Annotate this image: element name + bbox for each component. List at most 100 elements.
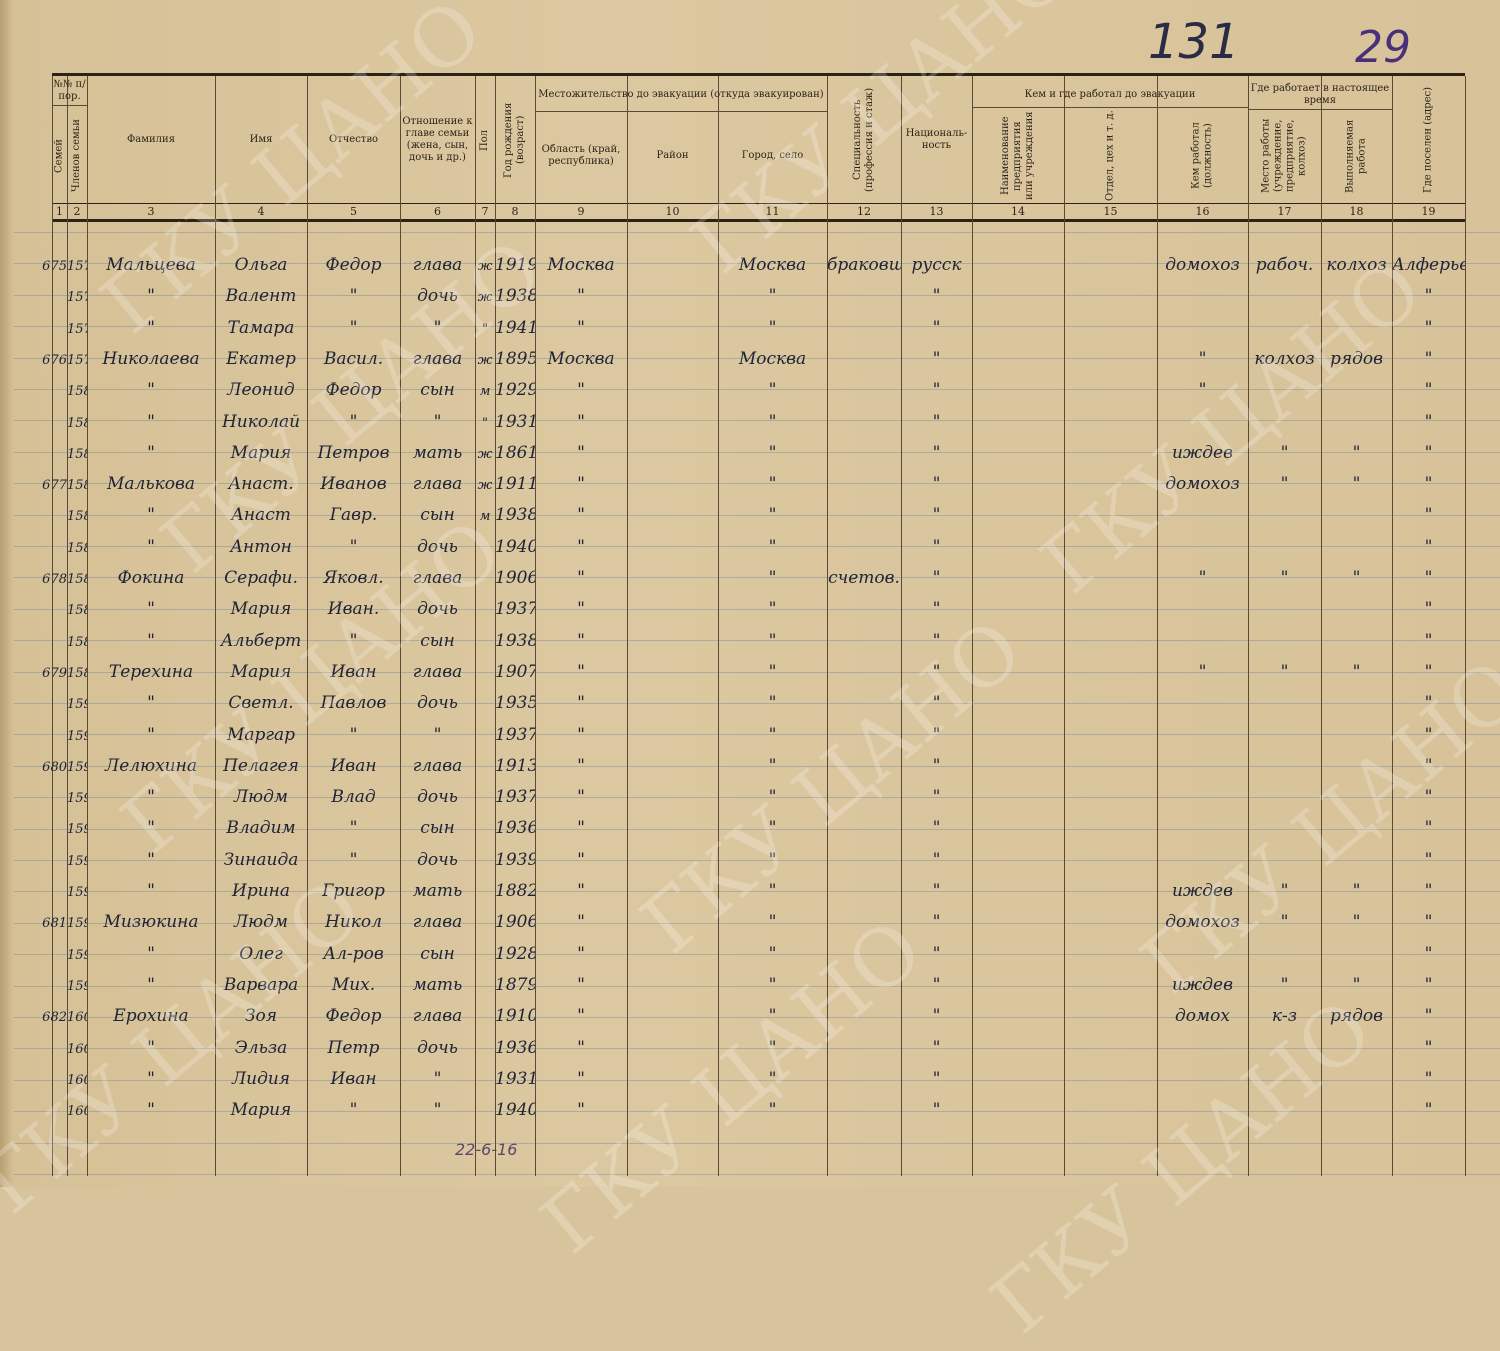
- handwritten-cell: ": [1352, 568, 1361, 588]
- handwritten-cell: 1910: [495, 1006, 535, 1027]
- ruled-line: [14, 263, 1500, 265]
- handwritten-cell: 1603: [67, 1104, 87, 1120]
- handwritten-cell: браковщ.: [827, 255, 901, 275]
- handwritten-cell: ": [577, 474, 585, 495]
- handwritten-cell: счетов.: [828, 568, 900, 588]
- handwritten-cell: ": [147, 693, 155, 714]
- handwritten-cell: ": [482, 415, 488, 431]
- column-line: [1465, 76, 1466, 1176]
- handwritten-cell: ": [1280, 661, 1289, 682]
- handwritten-cell: 680: [42, 759, 67, 775]
- handwritten-cell: ": [577, 787, 585, 808]
- handwritten-cell: 1931: [495, 411, 535, 432]
- handwritten-cell: ": [577, 693, 585, 714]
- handwritten-cell: ": [1352, 912, 1361, 933]
- handwritten-cell: иждев: [1171, 974, 1233, 995]
- handwritten-cell: ": [768, 474, 777, 495]
- handwritten-cell: Мария: [230, 1100, 292, 1121]
- handwritten-cell: 1592: [67, 759, 87, 775]
- handwritten-cell: ": [1424, 661, 1433, 682]
- handwritten-cell: ": [768, 1100, 777, 1121]
- ruled-line: [14, 703, 1500, 704]
- handwritten-cell: ": [768, 1068, 777, 1089]
- bottom-note: 22-6-16: [455, 1140, 518, 1159]
- handwritten-cell: ": [768, 755, 777, 776]
- handwritten-cell: 1906: [495, 912, 535, 933]
- handwritten-cell: Николаева: [102, 348, 200, 369]
- handwritten-cell: ": [932, 818, 941, 839]
- ruled-line: [14, 1174, 1500, 1175]
- handwritten-cell: 1597: [67, 916, 87, 932]
- handwritten-cell: ": [1424, 818, 1433, 839]
- handwritten-cell: 1882: [495, 881, 535, 901]
- handwritten-cell: Малькова: [106, 474, 196, 495]
- column-header: Год рождения (возраст): [503, 102, 526, 178]
- column-header: Кем работал (должность): [1190, 122, 1214, 190]
- ruled-line: [14, 420, 1500, 422]
- handwritten-cell: ": [1280, 974, 1289, 995]
- handwritten-cell: ": [147, 286, 155, 307]
- handwritten-cell: Гавр.: [329, 505, 378, 526]
- handwritten-cell: 1581: [67, 415, 87, 431]
- column-line: [627, 76, 628, 1176]
- handwritten-cell: Варвара: [223, 974, 299, 995]
- column-number: 16: [1195, 205, 1210, 218]
- column-line: [718, 76, 719, 1176]
- handwritten-cell: домох: [1175, 1006, 1230, 1027]
- column-number: 10: [665, 205, 680, 218]
- handwritten-cell: ": [768, 599, 777, 620]
- handwritten-cell: глава: [412, 255, 463, 275]
- ruled-line: [14, 640, 1500, 642]
- handwritten-cell: м: [479, 509, 491, 525]
- handwritten-cell: ": [932, 286, 941, 307]
- handwritten-cell: 1600: [67, 1010, 87, 1026]
- handwritten-cell: ": [768, 505, 777, 526]
- header-divider: [52, 203, 1465, 204]
- handwritten-cell: домохоз: [1165, 474, 1240, 495]
- ruled-line: [14, 451, 1500, 453]
- handwritten-cell: сын: [420, 943, 455, 964]
- handwritten-cell: 1907: [495, 661, 535, 682]
- group-divider: [535, 111, 827, 112]
- handwritten-cell: 1591: [67, 728, 87, 744]
- handwritten-cell: ": [577, 380, 585, 401]
- handwritten-cell: ": [349, 849, 358, 870]
- handwritten-cell: 1587: [67, 603, 87, 619]
- header-bottom-border: [52, 219, 1465, 222]
- handwritten-cell: Эльза: [234, 1037, 288, 1058]
- handwritten-cell: ": [932, 1100, 941, 1121]
- column-header: Район: [656, 150, 689, 161]
- handwritten-cell: ": [577, 1100, 585, 1121]
- handwritten-cell: 1938: [495, 630, 535, 651]
- handwritten-cell: ": [1352, 661, 1361, 682]
- handwritten-cell: домохоз: [1165, 255, 1240, 275]
- handwritten-cell: ": [577, 943, 585, 964]
- ruled-line: [14, 546, 1500, 547]
- top-border: [52, 73, 1465, 76]
- handwritten-cell: 1941: [495, 317, 535, 338]
- handwritten-cell: домохоз: [1165, 912, 1240, 933]
- column-number: 8: [511, 205, 519, 218]
- handwritten-cell: ": [932, 912, 941, 933]
- handwritten-cell: 1935: [495, 693, 535, 714]
- group-divider: [1248, 109, 1392, 110]
- ruled-line: [14, 954, 1500, 956]
- handwritten-cell: 1929: [495, 380, 535, 401]
- handwritten-cell: ": [768, 818, 777, 839]
- handwritten-cell: колхоз: [1254, 348, 1315, 369]
- handwritten-cell: ": [932, 755, 941, 776]
- handwritten-cell: Петров: [317, 442, 390, 463]
- handwritten-cell: 1585: [67, 540, 87, 556]
- handwritten-cell: иждев: [1171, 881, 1233, 901]
- handwritten-cell: ": [577, 505, 585, 526]
- ruled-line: [14, 514, 1500, 516]
- handwritten-cell: Лелюхина: [105, 755, 197, 776]
- handwritten-cell: ": [147, 536, 155, 557]
- handwritten-cell: Мих.: [331, 974, 376, 995]
- column-line: [972, 76, 973, 1176]
- handwritten-cell: ": [1424, 1100, 1433, 1121]
- handwritten-cell: ": [932, 411, 941, 432]
- handwritten-cell: ": [577, 286, 585, 307]
- handwritten-cell: ": [577, 568, 585, 588]
- handwritten-cell: ": [147, 630, 155, 651]
